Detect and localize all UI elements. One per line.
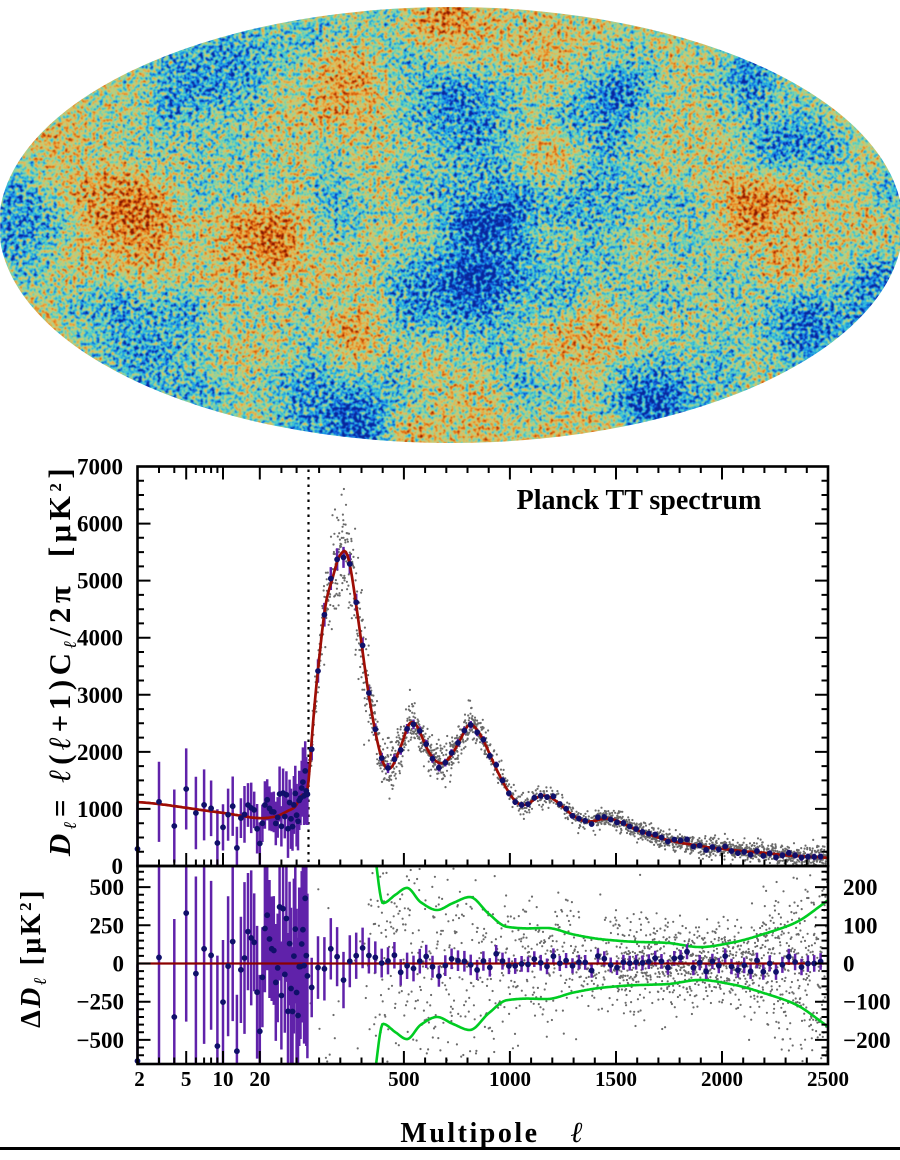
svg-text:500: 500 bbox=[90, 875, 125, 900]
svg-text:ℓ: ℓ bbox=[571, 1117, 583, 1149]
svg-text:500: 500 bbox=[388, 1067, 420, 1091]
svg-text:2500: 2500 bbox=[807, 1067, 849, 1091]
svg-text:−100: −100 bbox=[843, 990, 891, 1015]
svg-text:−500: −500 bbox=[76, 1028, 124, 1053]
svg-text:0: 0 bbox=[113, 952, 125, 977]
svg-text:20: 20 bbox=[249, 1067, 270, 1091]
svg-text:0: 0 bbox=[843, 952, 855, 977]
svg-text:3000: 3000 bbox=[77, 683, 123, 708]
svg-text:−250: −250 bbox=[76, 990, 124, 1015]
svg-text:200: 200 bbox=[843, 875, 878, 900]
svg-text:2: 2 bbox=[134, 1067, 145, 1091]
svg-text:1000: 1000 bbox=[77, 797, 123, 822]
svg-text:5000: 5000 bbox=[77, 569, 123, 594]
svg-text:Planck TT spectrum: Planck TT spectrum bbox=[517, 485, 762, 516]
svg-text:2000: 2000 bbox=[701, 1067, 743, 1091]
svg-text:7000: 7000 bbox=[77, 455, 123, 480]
svg-text:−200: −200 bbox=[843, 1028, 891, 1053]
svg-text:4000: 4000 bbox=[77, 626, 123, 651]
svg-text:1500: 1500 bbox=[595, 1067, 637, 1091]
svg-text:1000: 1000 bbox=[489, 1067, 531, 1091]
svg-text:Dℓ= ℓ(ℓ+1)Cℓ/2π [μK2]: Dℓ= ℓ(ℓ+1)Cℓ/2π [μK2] bbox=[42, 464, 80, 857]
svg-text:Multipole: Multipole bbox=[400, 1118, 539, 1149]
svg-text:10: 10 bbox=[213, 1067, 234, 1091]
svg-text:6000: 6000 bbox=[77, 512, 123, 537]
svg-text:0: 0 bbox=[112, 854, 124, 879]
svg-text:100: 100 bbox=[843, 913, 878, 938]
svg-text:2000: 2000 bbox=[77, 740, 123, 765]
svg-text:5: 5 bbox=[181, 1067, 192, 1091]
svg-text:250: 250 bbox=[90, 913, 125, 938]
svg-text:ΔDℓ [μK2]: ΔDℓ [μK2] bbox=[16, 888, 50, 1028]
